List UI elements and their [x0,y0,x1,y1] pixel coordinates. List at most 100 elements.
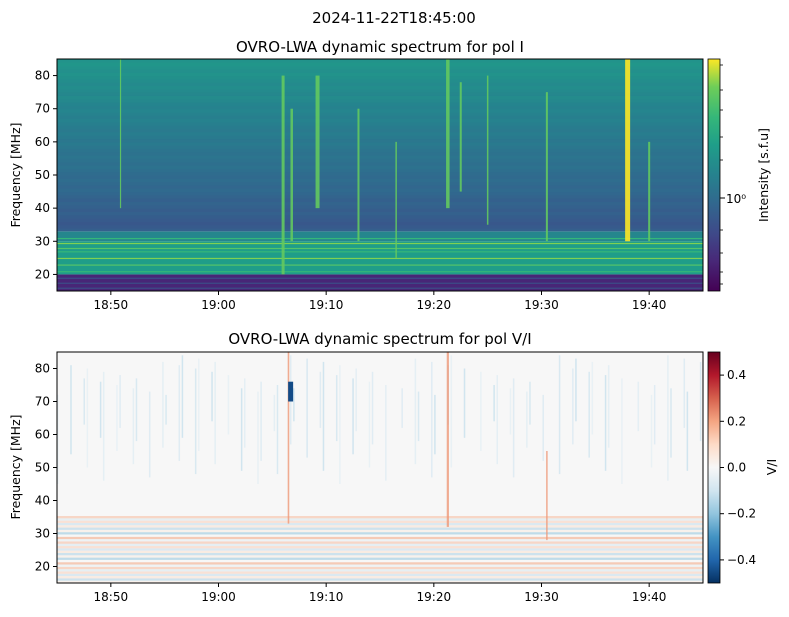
panel1-texture-row [57,158,703,163]
panel2-y-label: Frequency [MHz] [8,414,23,519]
panel2-streak [335,375,338,442]
panel2-noise-row [57,534,703,537]
panel1-y-tick-label: 50 [35,168,50,182]
panel2-streak [102,371,105,481]
panel1-texture-row [57,102,703,106]
panel2-noise-row [57,541,703,544]
panel2-streak [512,378,515,478]
panel2-streak [670,388,672,458]
panel2-streak [529,381,531,425]
panel1-texture-row [57,151,703,156]
panel2-streak [322,361,325,471]
panel2-x-tick-label: 19:30 [524,590,559,604]
panel1-texture-row [57,131,703,136]
panel1-texture-row [57,92,703,96]
panel1-x-axis: 18:50 19:00 19:10 19:20 19:30 19:40 [94,291,666,312]
panel1-texture-row [57,85,703,90]
panel1-burst [625,59,631,242]
panel2-noise-row [57,580,703,583]
panel1-texture-row [57,115,703,120]
panel2-streak [496,375,498,465]
panel1-y-axis: 20 30 40 50 60 70 80 [35,69,57,281]
panel2-noise-row [57,552,703,556]
panel2-y-tick-label: 40 [35,494,50,508]
panel2-noise-row [57,569,703,572]
panel1-burst [119,59,122,209]
panel1-spectrogram [57,59,703,291]
panel1-texture-row [57,88,703,93]
panel2-streak [431,361,433,478]
panel1-texture-row [57,201,703,206]
panel2-streak [650,394,653,468]
panel1-burst [459,82,462,192]
panel2-streak [493,385,495,422]
panel1-burst [357,108,360,242]
panel1-texture-row [57,82,703,87]
panel2-y-tick-label: 80 [35,362,50,376]
panel2-streak [257,391,259,484]
panel1-texture-row [57,155,703,159]
panel2-title: OVRO-LWA dynamic spectrum for pol V/I [228,330,531,348]
panel1-rfi-line [57,237,703,240]
panel2-streak [70,365,72,455]
panel1-texture-row [57,218,703,222]
panel1-texture-row [57,68,703,73]
panel1-x-tick-label: 19:10 [309,298,344,312]
panel1-burst [545,92,548,242]
panel1-rfi-line [57,277,703,279]
panel2-x-tick-label: 19:10 [309,590,344,604]
panel2-streak [135,378,138,442]
panel1-colorbar-tick-label: 10⁰ [726,192,746,206]
panel1-texture-row [57,98,703,103]
panel2-colorbar [707,351,721,584]
panel1-x-tick-label: 19:30 [524,298,559,312]
panel1-texture-row [57,171,703,176]
panel1-y-tick-label: 40 [35,201,50,215]
panel1-y-tick-label: 80 [35,69,50,83]
panel2-noise-row [57,550,703,553]
panel1-burst [648,141,651,242]
panel2-streak [434,394,436,455]
panel1-texture-row [57,138,703,143]
panel1-colorbar-label: Intensity [s.f.u] [756,128,771,222]
panel1-texture-row [57,224,703,229]
panel1-rfi-line [57,242,703,245]
panel1-texture-row [57,135,703,140]
panel2-streak [558,355,561,475]
panel2-noise-row [57,562,703,565]
panel2-noise-row [57,559,703,563]
panel2-streak [591,361,594,435]
panel2-streak [244,378,246,448]
panel1-texture-row [57,198,703,203]
panel1-rfi-line [57,251,703,253]
panel2-burst [287,352,290,524]
panel2-noise-row [57,576,703,579]
panel2-streak [194,368,197,475]
panel1-burst [290,108,293,242]
panel1-texture-row [57,175,703,179]
panel2-streak [352,378,354,455]
panel2-streak [319,371,322,428]
panel1-x-tick-label: 19:00 [201,298,236,312]
panel2-noise-row [57,571,703,574]
panel2-noise-row [57,525,703,528]
panel2-streak [273,394,276,432]
panel2-noise-row [57,516,703,519]
panel2-noise-row [57,578,703,581]
panel2-streak [306,358,308,458]
panel2-streak [653,385,656,445]
panel1-rfi-line [57,282,703,284]
panel1-texture-row [57,194,703,199]
panel2-streak [198,358,200,451]
panel1-burst [281,75,285,275]
panel1-texture-row [57,141,703,146]
panel1-texture-row [57,204,703,209]
panel2-colorbar-ticks: 0.4 0.2 0.0 −0.2 −0.4 [720,368,756,567]
panel2-streak [57,394,59,484]
panel1-texture-row [57,75,703,80]
panel1-rfi-line [57,264,703,266]
panel2-streak [132,388,135,465]
panel1-texture-row [57,184,703,189]
panel2-y-tick-label: 60 [35,428,50,442]
